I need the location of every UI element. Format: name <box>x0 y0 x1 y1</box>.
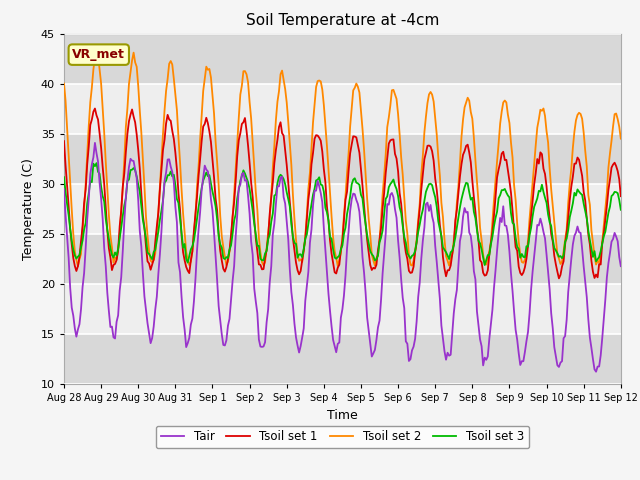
Bar <box>64 134 621 184</box>
Y-axis label: Temperature (C): Temperature (C) <box>22 158 35 260</box>
Legend: Tair, Tsoil set 1, Tsoil set 2, Tsoil set 3: Tair, Tsoil set 1, Tsoil set 2, Tsoil se… <box>156 426 529 448</box>
Bar <box>64 234 621 284</box>
Line: Tsoil set 3: Tsoil set 3 <box>64 163 621 265</box>
Title: Soil Temperature at -4cm: Soil Temperature at -4cm <box>246 13 439 28</box>
X-axis label: Time: Time <box>327 408 358 421</box>
Line: Tsoil set 2: Tsoil set 2 <box>64 52 621 266</box>
Line: Tair: Tair <box>64 143 621 372</box>
Bar <box>64 334 621 384</box>
Line: Tsoil set 1: Tsoil set 1 <box>64 108 621 278</box>
Bar <box>64 84 621 134</box>
Bar <box>64 184 621 234</box>
Bar <box>64 34 621 84</box>
Bar <box>64 284 621 334</box>
Text: VR_met: VR_met <box>72 48 125 61</box>
